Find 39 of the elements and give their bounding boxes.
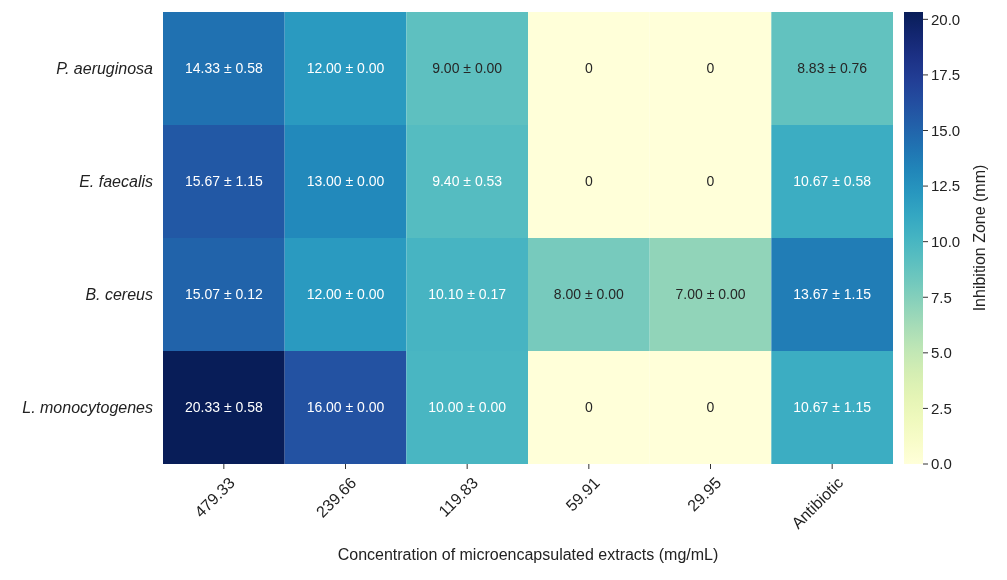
data-label: 15.67 ± 1.15 (184, 173, 263, 190)
color-bar-label: 10.0 (931, 232, 961, 250)
data-label: 0 (584, 173, 593, 190)
data-label: 0 (584, 399, 593, 416)
color-bar-label: 7.5 (931, 288, 952, 306)
data-label: 10.00 ± 0.00 (428, 399, 507, 416)
color-bar-label: 17.5 (931, 66, 961, 84)
color-bar-title: Inhibition Zone (mm) (971, 164, 988, 312)
data-label: 9.00 ± 0.00 (432, 60, 503, 77)
y-tick-label: E. faecalis (79, 173, 153, 191)
data-label: 20.33 ± 0.58 (184, 399, 263, 416)
y-tick-label: P. aeruginosa (56, 60, 154, 78)
color-bar-label: 12.5 (931, 177, 961, 195)
data-label: 13.00 ± 0.00 (306, 173, 385, 190)
data-label: 10.67 ± 1.15 (793, 399, 872, 416)
data-label: 15.07 ± 0.12 (184, 286, 263, 303)
color-bar-label: 15.0 (931, 121, 961, 139)
data-label: 0 (584, 60, 593, 77)
data-label: 9.40 ± 0.53 (432, 173, 503, 190)
data-label: 12.00 ± 0.00 (306, 60, 385, 77)
data-label: 7.00 ± 0.00 (675, 286, 746, 303)
y-tick-label: L. monocytogenes (22, 399, 153, 417)
data-label: 14.33 ± 0.58 (184, 60, 263, 77)
data-label: 13.67 ± 1.15 (793, 286, 872, 303)
color-bar-label: 0.0 (931, 455, 952, 473)
data-label: 8.00 ± 0.00 (553, 286, 625, 303)
data-label: 0 (706, 173, 715, 190)
data-label: 0 (706, 399, 715, 416)
y-tick-label: B. cereus (85, 286, 153, 304)
x-axis-title: Concentration of microencapsulated extracts (mg/mL) (337, 546, 719, 563)
color-bar-label: 2.5 (931, 399, 952, 417)
data-label: 8.83 ± 0.76 (797, 60, 868, 77)
data-label: 16.00 ± 0.00 (306, 399, 385, 416)
data-label: 10.10 ± 0.17 (428, 286, 507, 303)
data-label: 0 (706, 60, 715, 77)
color-bar-label: 5.0 (931, 344, 952, 362)
data-label: 10.67 ± 0.58 (793, 173, 872, 190)
color-bar-label: 20.0 (931, 10, 961, 28)
data-label: 12.00 ± 0.00 (306, 286, 385, 303)
